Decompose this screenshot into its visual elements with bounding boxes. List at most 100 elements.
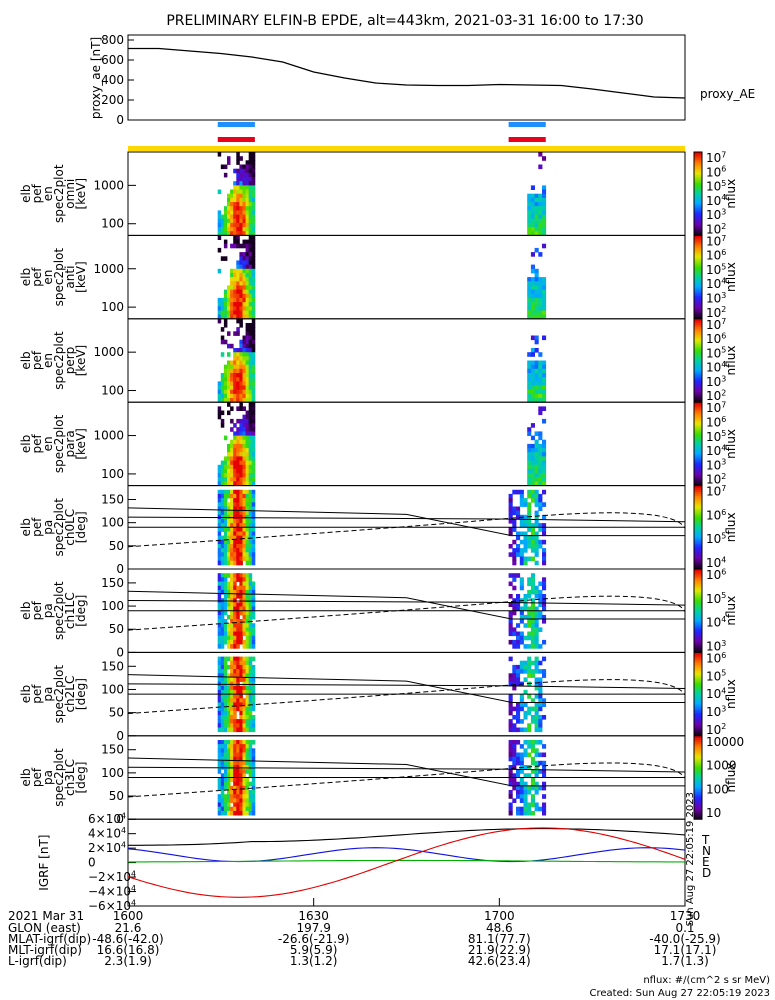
spectrogram-cell — [508, 594, 513, 599]
spectrogram-cell — [227, 448, 231, 453]
spectrogram-cell — [542, 489, 547, 495]
spectrogram-cell — [245, 460, 250, 466]
spectrogram-cell — [534, 535, 539, 541]
colorbar-cell — [694, 510, 702, 514]
spectrogram-cell — [230, 193, 234, 199]
spectrogram-cell — [242, 210, 246, 215]
spectrogram-cell — [242, 360, 246, 366]
colorbar-cell — [694, 421, 702, 424]
spectrogram-cell — [227, 752, 231, 758]
colorbar-cell — [694, 439, 702, 443]
colorbar-cell — [694, 471, 702, 474]
spectrogram-cell — [223, 602, 228, 607]
spectrogram-cell — [236, 393, 240, 399]
spectrogram-cell — [534, 393, 539, 399]
spectrogram-cell — [530, 756, 535, 762]
spectrogram-cell — [248, 210, 253, 215]
colorbar-cell — [694, 600, 702, 603]
spectrogram-cell — [248, 264, 253, 270]
spectrogram-cell — [227, 810, 231, 816]
spectrogram-cell — [248, 343, 253, 349]
colorbar-tick-label: 107 — [706, 401, 726, 416]
y-axis-label: IGRF [nT] — [37, 834, 51, 890]
spectrogram-cell — [530, 631, 535, 637]
spectrogram-cell — [245, 769, 250, 774]
spectrogram-cell — [230, 748, 234, 753]
red-bar — [217, 137, 255, 142]
spectrogram-cell — [508, 552, 513, 557]
spectrogram-cell — [242, 406, 246, 411]
spectrogram-cell — [245, 560, 250, 566]
y-axis-label: perp — [63, 347, 77, 375]
spectrogram-cell — [542, 393, 547, 399]
spectrogram-cell — [248, 160, 253, 165]
spectrogram-cell — [236, 477, 240, 482]
colorbar-cell — [694, 746, 702, 749]
spectrogram-cell — [245, 781, 250, 787]
spectrogram-cell — [227, 535, 231, 541]
colorbar-cell — [694, 345, 702, 349]
colorbar-cell — [694, 798, 702, 801]
spectrogram-cell — [223, 498, 228, 503]
spectrogram-cell — [223, 806, 228, 812]
spectrogram-cell — [223, 218, 228, 224]
spectrogram-cell — [534, 710, 539, 716]
spectrogram-cell — [236, 719, 240, 724]
spectrogram-cell — [248, 348, 253, 353]
spectrogram-cell — [239, 723, 243, 728]
spectrogram-cell — [248, 706, 253, 712]
spectrogram-cell — [242, 489, 246, 495]
colorbar-cell — [694, 564, 702, 568]
spectrogram-cell — [236, 631, 240, 637]
spectrogram-cell — [248, 644, 253, 649]
spectrogram-cell — [242, 189, 246, 195]
spectrogram-cell — [245, 197, 250, 203]
y-axis-label: elb — [19, 602, 33, 620]
spectrogram-cell — [239, 573, 243, 578]
spectrogram-cell — [220, 794, 225, 799]
spectrogram-cell — [220, 614, 225, 620]
spectrogram-cell — [233, 185, 237, 190]
spectrogram-cell — [239, 781, 243, 787]
spectrogram-cell — [508, 498, 513, 503]
spectrogram-cell — [223, 756, 228, 762]
spectrogram-cell — [251, 368, 256, 374]
spectrogram-cell — [538, 406, 543, 411]
spectrogram-cell — [230, 210, 234, 215]
spectrogram-cell — [242, 660, 246, 666]
spectrogram-cell — [230, 765, 234, 770]
spectrogram-cell — [251, 681, 256, 687]
spectrogram-cell — [530, 456, 535, 461]
spectrogram-cell — [233, 281, 237, 286]
colorbar-cell — [694, 552, 702, 555]
spectrogram-cell — [227, 689, 231, 695]
spectrogram-cell — [248, 752, 253, 758]
spectrogram-cell — [508, 544, 513, 549]
spectrogram-cell — [248, 302, 253, 307]
spectrogram-cell — [233, 477, 237, 482]
spectrogram-cell — [516, 773, 521, 778]
spectrogram-cell — [534, 623, 539, 628]
spectrogram-cell — [251, 281, 256, 286]
colorbar-cell — [694, 487, 702, 491]
y-axis-label: [deg] — [74, 678, 88, 710]
spectrogram-cell — [538, 197, 543, 203]
spectrogram-cell — [239, 464, 243, 470]
spectrogram-cell — [227, 506, 231, 512]
spectrogram-cell — [251, 677, 256, 682]
spectrogram-cell — [230, 460, 234, 466]
spectrogram-cell — [233, 268, 237, 274]
spectrogram-cell — [523, 514, 528, 520]
spectrogram-cell — [516, 752, 521, 758]
colorbar-cell — [694, 293, 702, 297]
spectrogram-cell — [538, 368, 543, 374]
colorbar-cell — [694, 783, 702, 787]
spectrogram-cell — [523, 785, 528, 791]
spectrogram-cell — [236, 281, 240, 286]
spectrogram-cell — [534, 218, 539, 224]
spectrogram-cell — [530, 385, 535, 391]
panel-frame — [127, 318, 686, 403]
spectrogram-cell — [527, 481, 532, 486]
spectrogram-cell — [227, 293, 231, 299]
